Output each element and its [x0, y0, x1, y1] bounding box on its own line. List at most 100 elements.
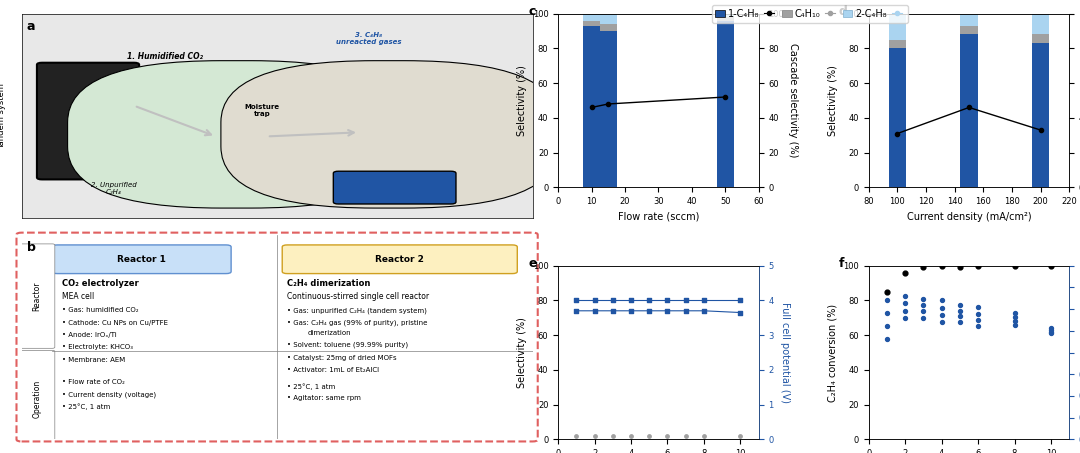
Text: • Agitator: same rpm: • Agitator: same rpm	[287, 395, 361, 401]
Point	[951, 301, 969, 308]
Point	[586, 297, 604, 304]
Point	[970, 262, 987, 269]
Point	[732, 297, 750, 304]
Text: • 25°C, 1 atm: • 25°C, 1 atm	[63, 403, 111, 410]
Point	[915, 264, 932, 271]
Text: Operation: Operation	[32, 379, 41, 418]
Point	[568, 307, 585, 314]
Bar	[1032, 43, 1049, 188]
Bar	[960, 14, 977, 26]
Point	[732, 309, 750, 316]
Text: c: c	[528, 5, 536, 18]
Point	[878, 336, 895, 343]
Bar	[583, 20, 599, 26]
Text: • Electrolyte: KHCO₃: • Electrolyte: KHCO₃	[63, 344, 133, 350]
Point	[896, 292, 914, 299]
Point	[896, 307, 914, 314]
Point	[659, 297, 676, 304]
Text: 2. Unpurified
C₂H₄: 2. Unpurified C₂H₄	[91, 182, 136, 195]
Text: dimerization: dimerization	[308, 330, 351, 336]
Text: Tandem system: Tandem system	[0, 83, 5, 149]
Bar	[889, 48, 906, 188]
Text: e: e	[528, 257, 537, 270]
Bar	[960, 26, 977, 34]
Text: Reactor 1: Reactor 1	[118, 255, 166, 264]
Bar	[583, 14, 599, 20]
Point	[970, 304, 987, 311]
Point	[878, 297, 895, 304]
Bar	[599, 14, 617, 24]
Point	[586, 432, 604, 439]
Point	[659, 432, 676, 439]
FancyBboxPatch shape	[221, 61, 558, 208]
Point	[933, 304, 950, 311]
Point	[696, 297, 713, 304]
Point	[732, 432, 750, 439]
Point	[933, 297, 950, 304]
Point	[896, 314, 914, 321]
Point	[1005, 313, 1023, 321]
Point	[1005, 310, 1023, 317]
Point	[1005, 262, 1023, 269]
Y-axis label: Full cell potential (V): Full cell potential (V)	[781, 302, 791, 403]
Bar	[599, 24, 617, 31]
X-axis label: Current density (mA/cm²): Current density (mA/cm²)	[907, 212, 1031, 222]
Text: b: b	[27, 241, 36, 254]
X-axis label: Flow rate (sccm): Flow rate (sccm)	[618, 212, 699, 222]
Text: • Cathode: Cu NPs on Cu/PTFE: • Cathode: Cu NPs on Cu/PTFE	[63, 320, 168, 326]
Ellipse shape	[359, 152, 420, 183]
Point	[677, 307, 694, 314]
Text: • Gas: C₂H₄ gas (99% of purity), pristine: • Gas: C₂H₄ gas (99% of purity), pristin…	[287, 319, 428, 326]
Y-axis label: Selectivity (%): Selectivity (%)	[517, 317, 527, 388]
Point	[878, 288, 895, 295]
Point	[951, 318, 969, 326]
Text: C₂H₄ dimerization: C₂H₄ dimerization	[287, 280, 370, 288]
Point	[1005, 317, 1023, 324]
Point	[951, 307, 969, 314]
Text: f: f	[839, 257, 845, 270]
Legend: 1-C₄H₈, , C₄H₁₀, , 2-C₄H₈, : 1-C₄H₈, , C₄H₁₀, , 2-C₄H₈,	[712, 5, 908, 23]
Point	[696, 432, 713, 439]
Point	[915, 295, 932, 302]
FancyBboxPatch shape	[52, 245, 231, 274]
Text: • Anode: IrOₓ/Ti: • Anode: IrOₓ/Ti	[63, 332, 118, 338]
Point	[568, 432, 585, 439]
Bar	[889, 40, 906, 48]
Point	[933, 311, 950, 318]
Point	[1042, 330, 1059, 337]
Point	[677, 432, 694, 439]
Point	[970, 317, 987, 324]
Text: • Gas: humidified CO₂: • Gas: humidified CO₂	[63, 308, 139, 313]
Bar	[717, 14, 733, 17]
Point	[1005, 321, 1023, 328]
FancyBboxPatch shape	[68, 61, 405, 208]
Point	[1042, 262, 1059, 269]
Text: • Solvent: toluene (99.99% purity): • Solvent: toluene (99.99% purity)	[287, 342, 408, 348]
Point	[586, 307, 604, 314]
Y-axis label: Selectivity (%): Selectivity (%)	[517, 65, 527, 136]
Point	[677, 297, 694, 304]
Text: Moisture
trap: Moisture trap	[244, 104, 280, 117]
Text: d: d	[839, 5, 848, 18]
Text: Reactor 2: Reactor 2	[376, 255, 424, 264]
FancyBboxPatch shape	[334, 171, 456, 204]
Y-axis label: C₂H₄ conversion (%): C₂H₄ conversion (%)	[827, 304, 838, 401]
Text: 3. C₄H₈
unreacted gases: 3. C₄H₈ unreacted gases	[336, 32, 402, 45]
Bar	[717, 20, 733, 188]
Point	[915, 301, 932, 308]
Point	[696, 307, 713, 314]
Bar	[1032, 14, 1049, 34]
Point	[622, 432, 639, 439]
Point	[640, 307, 658, 314]
Point	[970, 323, 987, 330]
Point	[1042, 326, 1059, 333]
Bar	[889, 14, 906, 40]
Bar	[599, 31, 617, 188]
Bar	[960, 34, 977, 188]
Text: • Activator: 1mL of Et₂AlCl: • Activator: 1mL of Et₂AlCl	[287, 367, 379, 373]
Point	[604, 432, 621, 439]
Text: Reactor: Reactor	[32, 281, 41, 311]
Point	[896, 269, 914, 276]
Y-axis label: Selectivity (%): Selectivity (%)	[827, 65, 838, 136]
Point	[933, 318, 950, 326]
